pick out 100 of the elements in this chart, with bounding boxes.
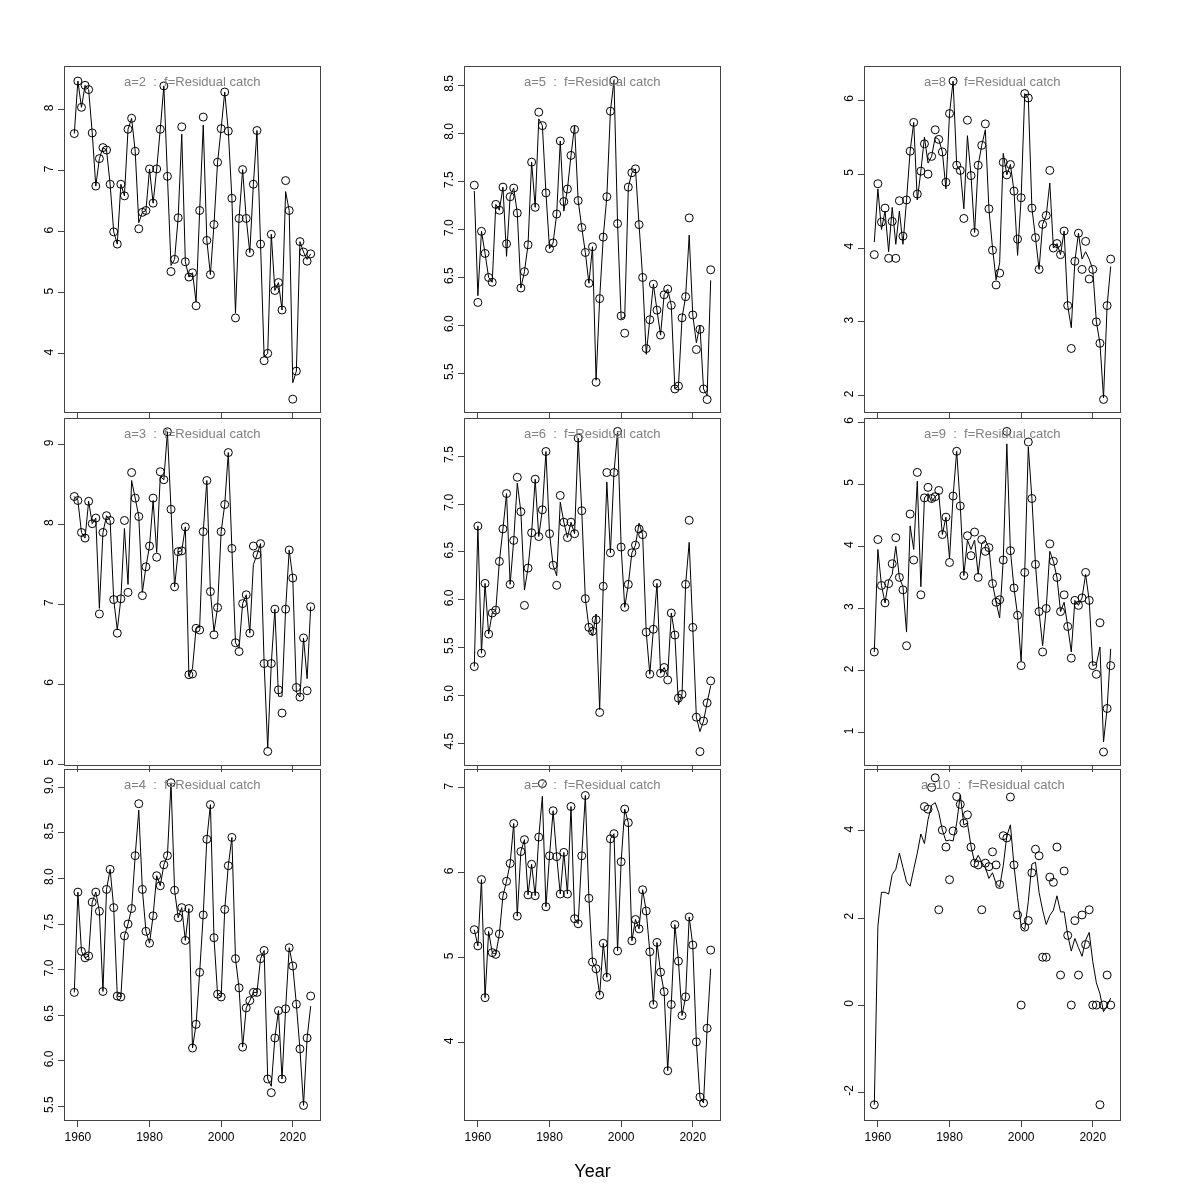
y-tick-label: 6.0: [42, 1050, 57, 1068]
point: [1077, 910, 1087, 920]
point: [1048, 877, 1058, 887]
y-tick-label: 5: [42, 287, 57, 295]
point: [966, 842, 976, 852]
y-tick-label: 0: [842, 999, 857, 1007]
point: [937, 825, 947, 835]
point: [1106, 1000, 1116, 1010]
point: [955, 799, 965, 809]
x-axis-title: Year: [574, 1160, 611, 1181]
y-tick-label: 7: [442, 782, 457, 790]
y-tick-label: 7.0: [42, 959, 57, 977]
x-tick-label: 2020: [1079, 1130, 1107, 1145]
point: [869, 1100, 879, 1110]
point: [934, 905, 944, 915]
y-tick-label: 5.5: [442, 363, 457, 381]
y-tick-label: 4: [842, 242, 857, 250]
y-tick-label: 7.5: [442, 170, 457, 188]
text: a=10 : f=Residual catch: [921, 777, 1065, 792]
y-tick-label: 6: [842, 94, 857, 102]
x-tick-label: 1980: [536, 1130, 564, 1145]
x-tick-label: 2000: [607, 1130, 635, 1145]
y-tick-label: 3: [842, 316, 857, 324]
y-tick-label: 6: [842, 416, 857, 424]
y-tick-label: 8: [42, 519, 57, 527]
point: [1013, 910, 1023, 920]
point: [1059, 866, 1069, 876]
point: [1002, 833, 1012, 843]
y-tick-label: 7: [42, 598, 57, 606]
y-tick-label: 6.0: [442, 315, 457, 333]
point: [1052, 842, 1062, 852]
x-tick-label: 1980: [136, 1130, 164, 1145]
y-tick-label: 2: [842, 912, 857, 920]
point: [991, 860, 1001, 870]
y-tick-label: 7.0: [442, 493, 457, 511]
point: [1023, 916, 1033, 926]
point: [1066, 1000, 1076, 1010]
y-tick-label: 4: [42, 348, 57, 356]
point: [1099, 1000, 1109, 1010]
y-tick-label: 7.5: [442, 445, 457, 463]
y-tick-label: -2: [842, 1084, 857, 1096]
text: a=9 : f=Residual catch: [924, 426, 1061, 441]
text: a=7 : f=Residual catch: [524, 777, 661, 792]
text: a=8 : f=Residual catch: [924, 74, 1061, 89]
y-tick-label: 4: [442, 1037, 457, 1045]
point: [984, 862, 994, 872]
y-tick-label: 8: [42, 104, 57, 112]
y-tick-label: 6.5: [42, 1004, 57, 1022]
point: [923, 804, 933, 814]
point: [1056, 970, 1066, 980]
point: [977, 905, 987, 915]
y-tick-label: 5: [42, 758, 57, 766]
point: [948, 826, 958, 836]
y-tick-label: 7.0: [442, 218, 457, 236]
point: [1095, 1100, 1105, 1110]
point: [988, 847, 997, 857]
y-tick-label: 3: [842, 603, 857, 610]
y-tick-label: 6: [442, 867, 457, 875]
point: [959, 818, 969, 828]
y-tick-label: 9.0: [42, 776, 57, 794]
point: [1020, 922, 1030, 932]
y-tick-label: 9: [42, 439, 57, 447]
point: [1102, 970, 1112, 980]
y-tick-label: 5: [842, 168, 857, 176]
y-tick-label: 6.0: [442, 589, 457, 607]
point: [919, 802, 929, 812]
y-tick-label: 5: [842, 478, 857, 486]
y-tick-label: 6: [42, 678, 57, 686]
point: [1063, 930, 1073, 940]
y-tick-label: 8.0: [442, 122, 457, 140]
point: [952, 792, 962, 802]
point: [1084, 905, 1094, 915]
x-tick-label: 1960: [64, 1130, 92, 1145]
point: [995, 879, 1005, 889]
y-tick-label: 8.0: [42, 868, 57, 885]
y-tick-label: 5.5: [42, 1095, 57, 1113]
y-tick-label: 6: [42, 226, 57, 234]
point: [1034, 851, 1044, 861]
point: [998, 831, 1008, 841]
x-tick-label: 1960: [464, 1130, 492, 1145]
y-tick-label: 1: [842, 727, 857, 735]
y-tick-label: 4: [842, 540, 857, 548]
point: [1016, 1000, 1026, 1010]
x-tick-label: 2020: [679, 1130, 707, 1145]
point: [980, 858, 990, 868]
point: [941, 842, 951, 852]
x-tick-label: 2020: [279, 1130, 307, 1145]
point: [962, 810, 972, 820]
y-tick-label: 6.5: [442, 541, 457, 559]
y-tick-label: 5.0: [442, 684, 457, 702]
point: [1009, 860, 1019, 870]
point: [1073, 970, 1083, 980]
point: [1030, 844, 1040, 854]
y-tick-label: 6.5: [442, 267, 457, 284]
x-tick-label: 1980: [936, 1130, 964, 1145]
point: [945, 875, 955, 885]
y-tick-label: 2: [842, 665, 857, 673]
y-tick-label: 8.5: [442, 74, 457, 92]
point: [1070, 916, 1080, 926]
y-tick-label: 5: [442, 952, 457, 960]
